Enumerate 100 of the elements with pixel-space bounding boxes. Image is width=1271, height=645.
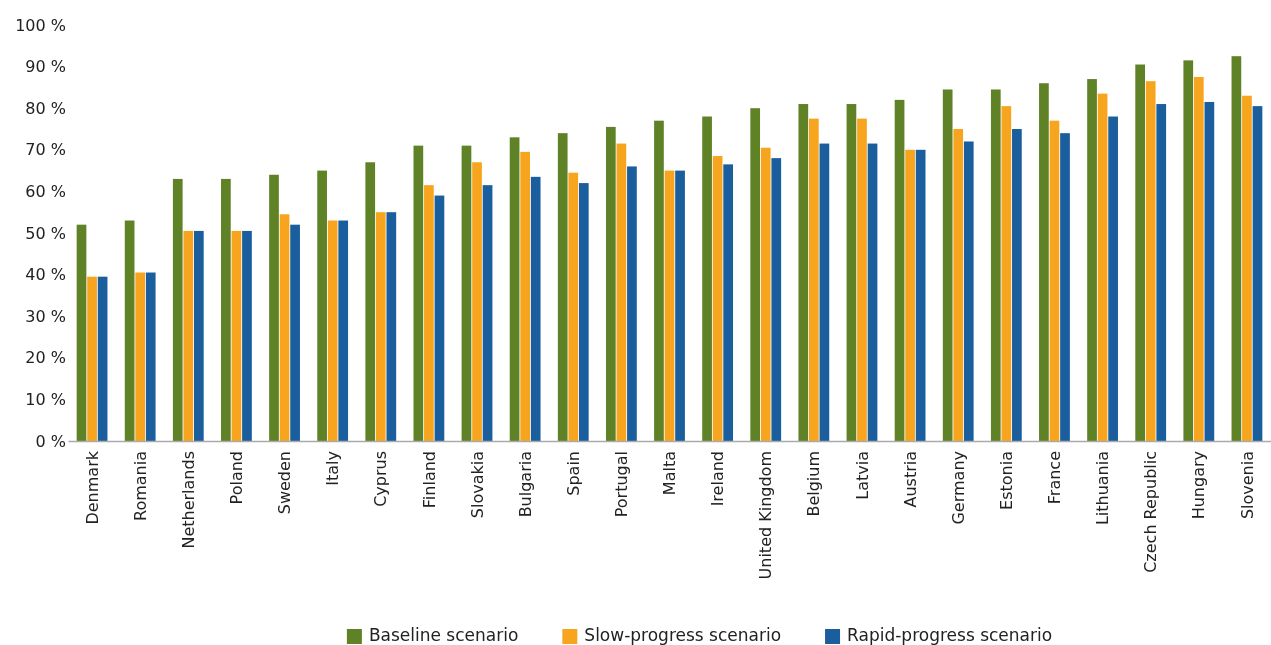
x-tick-label: Ireland — [708, 451, 728, 507]
bar — [509, 137, 520, 441]
bar — [557, 133, 568, 441]
x-tick-label: Portugal — [611, 451, 631, 518]
bar — [434, 195, 445, 441]
x-tick-label: Slovakia — [467, 451, 487, 519]
bar — [846, 104, 857, 441]
legend-label: Slow-progress scenario — [584, 625, 782, 645]
bar — [135, 272, 146, 441]
bar — [809, 118, 819, 441]
bar — [942, 89, 953, 441]
bar — [472, 162, 482, 441]
x-tick-label: Malta — [660, 451, 680, 496]
y-tick-label: 50 % — [25, 223, 66, 243]
bar — [338, 220, 349, 441]
bar — [990, 89, 1001, 441]
bar — [905, 149, 915, 441]
bar — [1231, 56, 1242, 441]
bar — [194, 230, 204, 441]
bar — [1108, 116, 1118, 441]
x-tick-label: Latvia — [852, 451, 872, 500]
bar — [365, 162, 376, 441]
bar — [317, 170, 327, 441]
bar — [675, 170, 685, 441]
y-tick-label: 20 % — [25, 348, 66, 368]
bar — [76, 224, 87, 441]
x-tick-label: Cyprus — [371, 451, 391, 507]
bar — [616, 143, 627, 441]
bar — [124, 220, 135, 441]
bar — [857, 118, 867, 441]
bar — [1087, 79, 1097, 441]
x-tick-label: Poland — [227, 451, 247, 505]
bar — [915, 149, 926, 441]
bar — [712, 156, 723, 441]
y-tick-label: 60 % — [25, 182, 66, 202]
bar — [1204, 101, 1215, 441]
x-tick-label: Denmark — [82, 450, 102, 525]
bar — [568, 172, 579, 441]
bar — [520, 151, 530, 441]
x-tick-label: Belgium — [804, 451, 824, 517]
bar — [231, 230, 242, 441]
x-tick-label: Slovenia — [1237, 451, 1257, 520]
bar — [482, 185, 493, 441]
x-tick-label: United Kingdom — [756, 451, 776, 580]
bar — [867, 143, 878, 441]
legend-label: Baseline scenario — [368, 625, 519, 645]
y-tick-label: 80 % — [25, 98, 66, 118]
bar — [413, 145, 424, 441]
bar — [221, 178, 231, 441]
bar — [327, 220, 338, 441]
bar — [1193, 77, 1204, 441]
bar — [242, 230, 252, 441]
bar — [1135, 64, 1145, 441]
bar — [1012, 129, 1022, 441]
bar — [386, 212, 397, 441]
x-tick-label: Spain — [563, 451, 583, 496]
bar — [1183, 60, 1194, 441]
bar — [723, 164, 734, 441]
x-tick-label: Lithuania — [1093, 451, 1113, 526]
bar — [279, 214, 290, 441]
bar — [702, 116, 712, 441]
bar — [1060, 133, 1070, 441]
bar — [1001, 106, 1012, 441]
bar — [172, 178, 183, 441]
bar — [771, 158, 782, 441]
bar — [819, 143, 830, 441]
x-tick-label: Sweden — [275, 451, 295, 515]
bar — [750, 108, 761, 441]
y-tick-label: 10 % — [25, 390, 66, 410]
bar — [1242, 95, 1252, 441]
bar — [664, 170, 675, 441]
bar — [1049, 120, 1060, 441]
bar — [183, 230, 194, 441]
bar — [1097, 93, 1108, 441]
legend-label: Rapid-progress scenario — [847, 625, 1053, 645]
bar — [97, 276, 108, 441]
x-tick-label: Hungary — [1189, 451, 1209, 520]
bar — [798, 104, 809, 441]
bar — [87, 276, 97, 441]
x-tick-label: Czech Republic — [1141, 451, 1161, 573]
bar — [1252, 106, 1263, 441]
x-tick-label: Bulgaria — [515, 451, 535, 518]
bar — [605, 126, 616, 441]
bar — [145, 272, 156, 441]
y-tick-label: 30 % — [25, 306, 66, 326]
y-tick-label: 90 % — [25, 57, 66, 77]
x-tick-label: Romania — [130, 451, 150, 521]
bar — [953, 129, 964, 441]
y-tick-label: 0 % — [35, 431, 66, 451]
bar — [424, 185, 434, 441]
bar — [654, 120, 664, 441]
y-tick-label: 100 % — [15, 15, 66, 35]
bar — [375, 212, 386, 441]
bar — [627, 166, 637, 441]
bar — [963, 141, 974, 441]
bar — [760, 147, 771, 441]
bar — [269, 174, 279, 441]
x-tick-label: Netherlands — [178, 451, 198, 549]
bar — [1156, 104, 1167, 441]
bar — [461, 145, 472, 441]
